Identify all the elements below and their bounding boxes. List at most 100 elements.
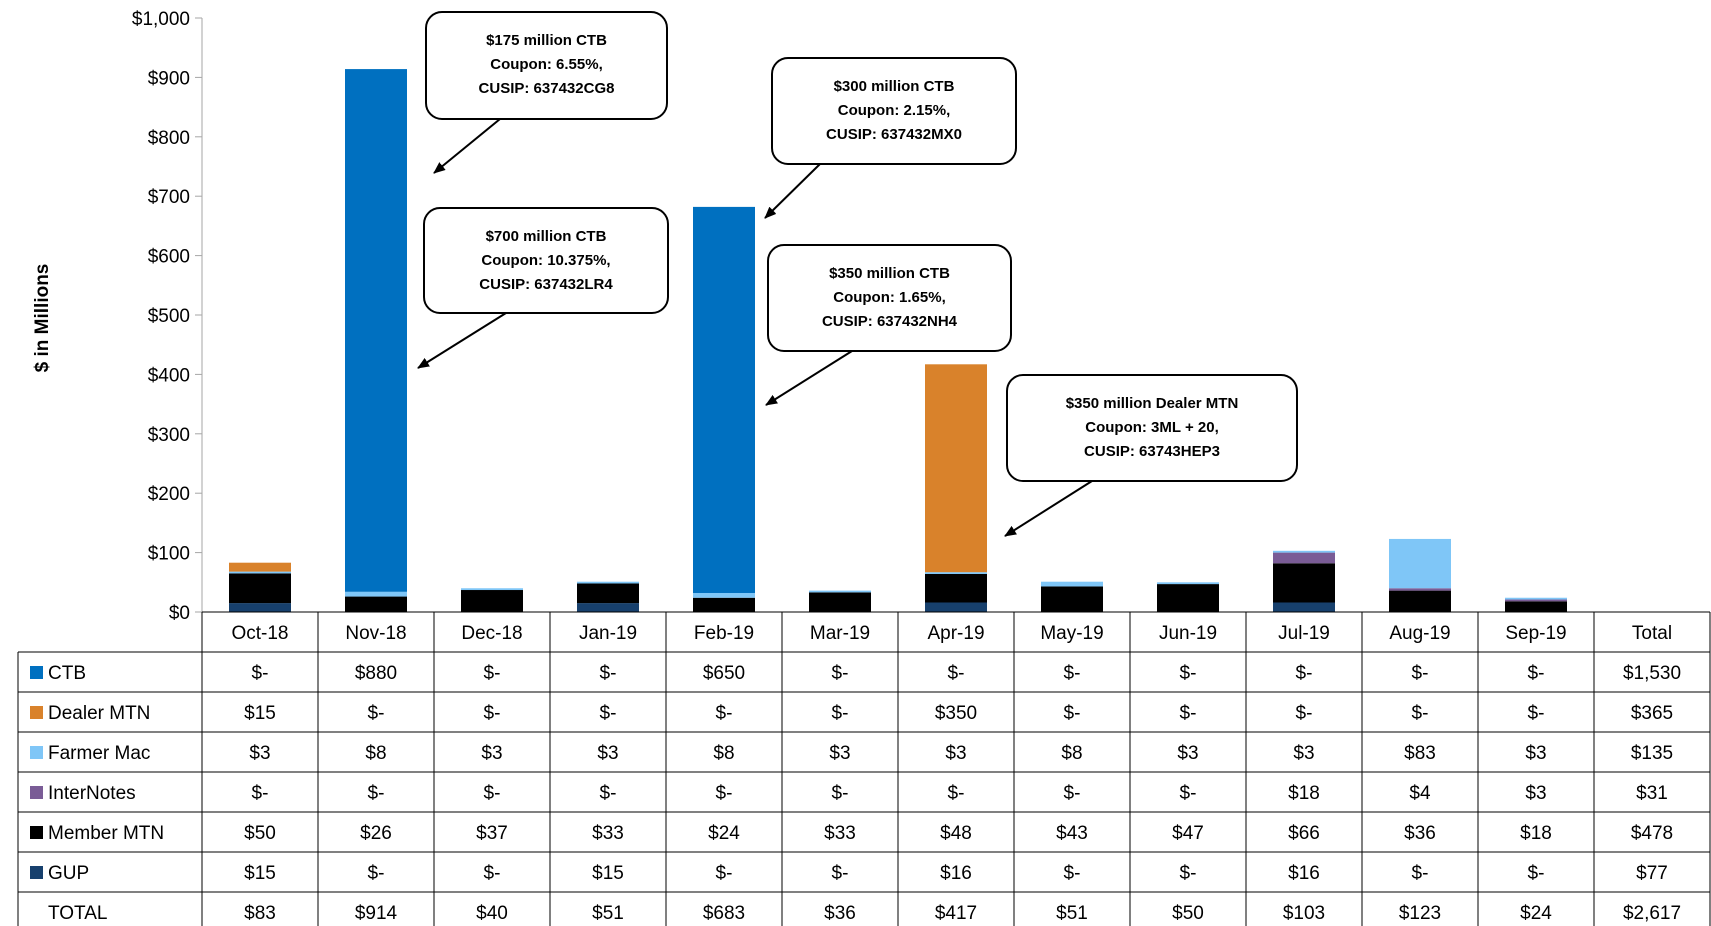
- callout-text: CUSIP: 637432CG8: [479, 80, 615, 97]
- bars: [229, 69, 1567, 612]
- table-cell: $1,530: [1623, 663, 1681, 684]
- total-cell: $36: [824, 903, 856, 924]
- table-cell: $-: [484, 783, 501, 804]
- bar-farmer-mac: [1041, 581, 1103, 587]
- total-cell: $51: [592, 903, 624, 924]
- table-cell: $-: [368, 783, 385, 804]
- table-cell: $-: [1412, 663, 1429, 684]
- bar-member-mtn: [461, 590, 523, 612]
- legend-label: GUP: [48, 863, 89, 884]
- bar-dealer-mtn: [925, 364, 987, 573]
- callout-text: $350 million CTB: [829, 265, 950, 282]
- bar-member-mtn: [1505, 601, 1567, 612]
- bar-member-mtn: [693, 597, 755, 612]
- table-cell: $650: [703, 663, 745, 684]
- x-tick-label: Jun-19: [1159, 623, 1217, 644]
- table-cell: $-: [368, 703, 385, 724]
- y-axis-label: $ in Millions: [32, 264, 53, 373]
- table-cell: $3: [597, 743, 618, 764]
- table-cell: $350: [935, 703, 977, 724]
- table-cell: $-: [600, 783, 617, 804]
- bar-farmer-mac: [693, 592, 755, 598]
- table-cell: $16: [1288, 863, 1320, 884]
- total-cell: $2,617: [1623, 903, 1681, 924]
- bar-gup: [1273, 602, 1335, 612]
- table-cell: $3: [481, 743, 502, 764]
- legend-swatch: [30, 826, 43, 839]
- bar-member-mtn: [1041, 586, 1103, 612]
- legend-swatch: [30, 866, 43, 879]
- table-cell: $-: [1180, 663, 1197, 684]
- callout-text: Coupon: 3ML + 20,: [1085, 419, 1218, 436]
- table-cell: $135: [1631, 743, 1673, 764]
- bar-member-mtn: [1157, 584, 1219, 612]
- x-tick-label: Sep-19: [1505, 623, 1566, 644]
- x-tick-label: Apr-19: [927, 623, 984, 644]
- bar-farmer-mac: [1505, 597, 1567, 600]
- data-table: Oct-18 Nov-18 Dec-18 Jan-19 Feb-19 Mar-19 Apr-…: [17, 611, 1711, 926]
- table-cell: $3: [945, 743, 966, 764]
- table-cell: $36: [1404, 823, 1436, 844]
- table-cell: $3: [249, 743, 270, 764]
- table-cell: $-: [716, 703, 733, 724]
- table-cell: $-: [716, 863, 733, 884]
- callout-text: Coupon: 1.65%,: [833, 289, 946, 306]
- callout-text: $700 million CTB: [486, 228, 607, 245]
- y-tick-label: $800: [148, 128, 190, 149]
- table-cell: $8: [713, 743, 734, 764]
- table-cell: $31: [1636, 783, 1668, 804]
- total-cell: $50: [1172, 903, 1204, 924]
- callout-frame: [1006, 374, 1298, 482]
- callout-text: CUSIP: 637432LR4: [479, 276, 613, 293]
- legend-swatch: [30, 706, 43, 719]
- table-cell: $-: [1412, 863, 1429, 884]
- x-tick-label: Oct-18: [231, 623, 288, 644]
- y-tick-label: $500: [148, 306, 190, 327]
- callout-text: $175 million CTB: [486, 32, 607, 49]
- bar-member-mtn: [345, 596, 407, 612]
- bar-ctb: [693, 206, 755, 593]
- y-tick-label: $900: [148, 68, 190, 89]
- bar-gup: [577, 603, 639, 612]
- table-cell: $-: [948, 783, 965, 804]
- table-cell: $26: [360, 823, 392, 844]
- callouts: $175 million CTB Coupon: 6.55%, CUSIP: 637…: [417, 11, 1298, 537]
- table-cell: $-: [832, 783, 849, 804]
- table-cell: $33: [592, 823, 624, 844]
- table-cell: $8: [1061, 743, 1082, 764]
- table-cell: $-: [1528, 863, 1545, 884]
- bar-gup: [229, 603, 291, 612]
- callout-arrow: [764, 163, 821, 219]
- y-tick-label: $200: [148, 484, 190, 505]
- table-cell: $3: [1525, 783, 1546, 804]
- table-cell: $-: [484, 663, 501, 684]
- bar-member-mtn: [809, 592, 871, 612]
- callout-text: CUSIP: 637432NH4: [822, 313, 958, 330]
- callout-frame: [425, 11, 668, 120]
- legend-swatch: [30, 786, 43, 799]
- table-cell: $-: [600, 703, 617, 724]
- y-tick-label: $100: [148, 544, 190, 565]
- legend-swatch: [30, 666, 43, 679]
- total-column-header: Total: [1632, 623, 1672, 644]
- bar-dealer-mtn: [229, 562, 291, 572]
- table-cell: $-: [252, 783, 269, 804]
- table-cell: $18: [1288, 783, 1320, 804]
- callout-box: $700 million CTB Coupon: 10.375%, CUSIP: 6…: [417, 207, 669, 369]
- x-tick-label: Jan-19: [579, 623, 637, 644]
- table-cell: $66: [1288, 823, 1320, 844]
- bar-farmer-mac: [345, 591, 407, 597]
- callout-frame: [423, 207, 669, 314]
- bar-farmer-mac: [809, 590, 871, 593]
- callout-text: Coupon: 6.55%,: [490, 56, 603, 73]
- table-cell: $77: [1636, 863, 1668, 884]
- x-tick-label: Jul-19: [1278, 623, 1330, 644]
- table-cell: $-: [832, 663, 849, 684]
- legend-label: Dealer MTN: [48, 703, 150, 724]
- table-cell: $-: [1528, 663, 1545, 684]
- table-cell: $3: [829, 743, 850, 764]
- callout-frame: [771, 57, 1017, 165]
- table-cell: $-: [1064, 783, 1081, 804]
- table-cell: $-: [600, 663, 617, 684]
